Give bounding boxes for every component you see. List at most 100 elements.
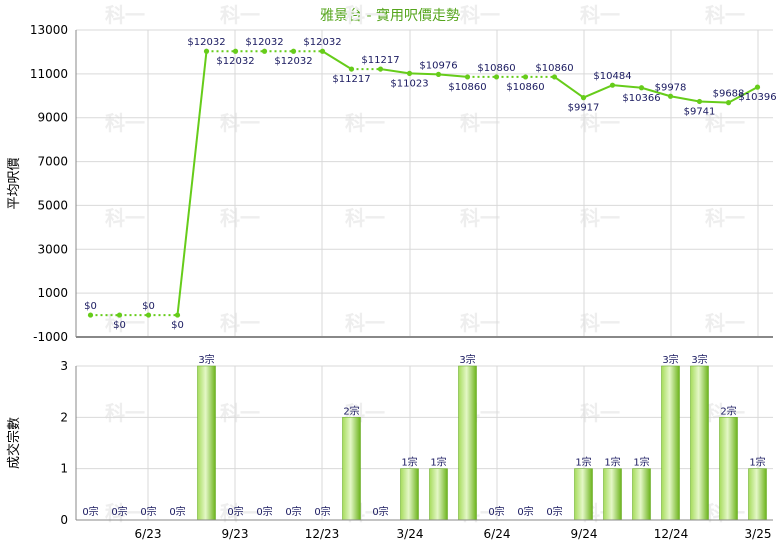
bar <box>574 468 593 521</box>
watermark-text: 科一 <box>460 3 500 27</box>
x-tick-label: 6/23 <box>135 527 162 541</box>
bar-layer <box>197 365 767 521</box>
watermark-text: 科一 <box>220 206 260 230</box>
watermark-text: 科一 <box>220 111 260 135</box>
watermark-text: 科一 <box>705 311 745 335</box>
watermark-text: 科一 <box>105 206 145 230</box>
bar-value-label: 3宗 <box>691 353 707 366</box>
bar <box>458 365 477 521</box>
line-segment <box>409 72 439 76</box>
point-value-label: $0 <box>113 320 126 331</box>
x-tick-label: 3/25 <box>745 527 772 541</box>
watermark-text: 科一 <box>105 3 145 27</box>
point-value-label: $12032 <box>245 37 283 48</box>
y-tick-label: 2 <box>60 410 68 424</box>
watermark-text: 科一 <box>580 401 620 425</box>
point-value-label: $11023 <box>390 78 428 89</box>
watermark-text: 科一 <box>580 111 620 135</box>
line-point <box>493 74 500 80</box>
line-point <box>522 74 529 80</box>
point-value-label: $10860 <box>477 63 515 74</box>
point-value-label: $12032 <box>274 56 312 67</box>
line-point <box>116 312 123 318</box>
line-point <box>435 71 442 77</box>
y-tick-label: 7000 <box>37 155 68 169</box>
line-segment <box>553 76 585 99</box>
bar-value-label: 1宗 <box>575 456 591 469</box>
bar-value-label: 0宗 <box>82 505 98 518</box>
point-value-label: $10366 <box>622 93 660 104</box>
watermark-text: 科一 <box>460 311 500 335</box>
line-point <box>580 95 587 101</box>
bar <box>400 468 419 521</box>
line-point <box>464 74 471 80</box>
x-tick-label: 9/24 <box>571 527 598 541</box>
bar <box>429 468 448 521</box>
y-tick-label: 3000 <box>37 242 68 256</box>
watermark-text: 科一 <box>460 111 500 135</box>
x-tick-label: 12/23 <box>305 527 340 541</box>
line-point <box>348 66 355 72</box>
bar-value-label: 0宗 <box>314 505 330 518</box>
bar-value-label: 1宗 <box>749 456 765 469</box>
y-tick-label: 13000 <box>30 23 68 37</box>
bar-value-label: 0宗 <box>227 505 243 518</box>
line-point <box>232 48 239 54</box>
point-value-label: $0 <box>84 301 97 312</box>
bar <box>690 365 709 521</box>
point-value-label: $9917 <box>568 103 600 114</box>
point-value-label: $11217 <box>332 74 370 85</box>
line-segment <box>641 86 671 98</box>
watermark-text: 科一 <box>705 206 745 230</box>
bar-value-label: 0宗 <box>488 505 504 518</box>
y-axis-title: 成交宗數 <box>6 417 22 469</box>
watermark-text: 科一 <box>105 111 145 135</box>
line-point <box>145 312 152 318</box>
y-tick-label: 1000 <box>37 286 68 300</box>
y-tick-label: 5000 <box>37 198 68 212</box>
bar-value-label: 0宗 <box>372 505 388 518</box>
point-value-label: $10860 <box>448 82 486 93</box>
watermark-text: 科一 <box>580 3 620 27</box>
bar <box>197 365 216 521</box>
watermark-text: 科一 <box>580 206 620 230</box>
y-tick-label: 3 <box>60 359 68 373</box>
point-value-label: $0 <box>142 301 155 312</box>
bar-value-label: 1宗 <box>604 456 620 469</box>
line-segment <box>380 68 410 75</box>
point-value-label: $12032 <box>216 56 254 67</box>
point-value-label: $12032 <box>187 37 225 48</box>
point-value-label: $0 <box>171 320 184 331</box>
watermark-text: 科一 <box>220 3 260 27</box>
line-point <box>87 312 94 318</box>
line-segment <box>438 73 468 78</box>
line-point <box>203 48 210 54</box>
line-point <box>174 312 181 318</box>
bar-value-label: 1宗 <box>633 456 649 469</box>
line-segment <box>321 50 353 70</box>
line-layer <box>87 48 761 318</box>
bar-value-label: 0宗 <box>140 505 156 518</box>
watermark-text: 科一 <box>705 3 745 27</box>
line-point <box>667 93 674 99</box>
bar-value-label: 2宗 <box>720 404 736 417</box>
line-point <box>725 100 732 106</box>
watermark-text: 科一 <box>220 401 260 425</box>
bar-value-label: 0宗 <box>256 505 272 518</box>
label-layer: 0宗 0宗 0宗 0宗 3宗 0宗 0宗 0宗 0宗 2宗 0宗 1宗 1宗 3宗 0宗 0宗 0宗 1宗 1宗 1宗… <box>82 37 776 518</box>
bar <box>603 468 622 521</box>
line-point <box>290 48 297 54</box>
line-point <box>377 66 384 72</box>
point-value-label: $12032 <box>303 37 341 48</box>
point-value-label: $9741 <box>684 106 716 117</box>
line-point <box>319 48 326 54</box>
bar <box>719 417 738 521</box>
bar-value-label: 3宗 <box>198 353 214 366</box>
y-axis-title: 平均呎價 <box>7 157 22 209</box>
point-value-label: $10976 <box>419 60 457 71</box>
point-value-label: $10396 <box>738 92 776 103</box>
line-point <box>638 85 645 91</box>
x-tick-label: 3/24 <box>397 527 424 541</box>
point-value-label: $9978 <box>655 82 687 93</box>
